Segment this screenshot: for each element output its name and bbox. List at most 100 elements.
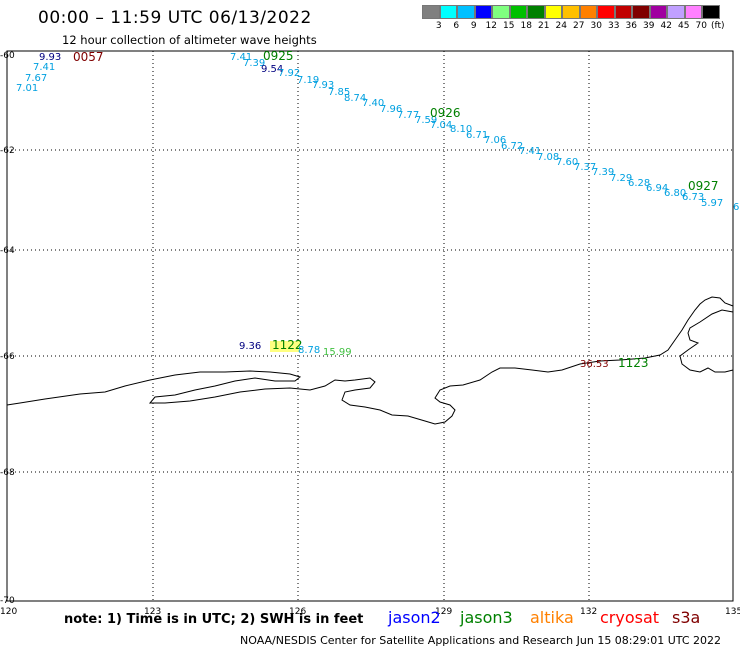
swh-value: 7.93 — [312, 80, 334, 91]
satellite-altika: altika — [530, 608, 574, 627]
coastline — [6, 296, 734, 425]
scale-label: 21 — [538, 21, 550, 31]
scale-swatch — [474, 5, 492, 19]
swh-value: 9.36 — [239, 341, 261, 352]
scale-swatch — [544, 5, 562, 19]
swh-value: 8.74 — [344, 93, 366, 104]
pass-time-label: 0057 — [73, 50, 104, 64]
pass-time-label: 0926 — [430, 106, 461, 120]
satellite-jason3: jason3 — [460, 608, 513, 627]
swh-value: 6.73 — [682, 192, 704, 203]
swh-value: 9.93 — [39, 52, 61, 63]
swh-value: 7.29 — [610, 173, 632, 184]
swh-value: 7.85 — [328, 87, 350, 98]
scale-label: 42 — [660, 21, 672, 31]
scale-swatch — [614, 5, 632, 19]
scale-label: 12 — [485, 21, 497, 31]
swh-value: 6.94 — [646, 183, 668, 194]
swh-value: 7.39 — [243, 58, 265, 69]
lat-lon-grid: 120 123 126 129 132 135-60-62-64-66-68-70 — [0, 51, 740, 617]
scale-label: 39 — [643, 21, 655, 31]
map-frame — [6, 50, 734, 602]
lon-label: 120 — [0, 607, 17, 617]
scale-label: 9 — [470, 21, 477, 31]
highlight-box — [270, 341, 300, 352]
swh-value: 6.28 — [628, 178, 650, 189]
satellite-s3a: s3a — [672, 608, 701, 627]
credit-line: NOAA/NESDIS Center for Satellite Applica… — [240, 634, 722, 647]
scale-swatch — [509, 5, 527, 19]
pass-time-label: 1123 — [618, 356, 649, 370]
swh-value: 7.19 — [297, 75, 319, 86]
swh-value: 7.08 — [537, 152, 559, 163]
lon-label: 129 — [435, 607, 452, 617]
scale-swatch — [684, 5, 702, 19]
scale-label: 18 — [520, 21, 532, 31]
swh-value: 7.04 — [430, 120, 452, 131]
pass-time-label: 0927 — [688, 179, 719, 193]
scale-swatch — [457, 5, 475, 19]
scale-label: 24 — [555, 21, 567, 31]
swh-value: 7.41 — [33, 62, 55, 73]
swh-value: 7.60 — [556, 157, 578, 168]
pass-time-label: 1122 — [272, 338, 303, 352]
scale-swatch — [579, 5, 597, 19]
scale-label: 27 — [573, 21, 585, 31]
map-title: 00:00 – 11:59 UTC 06/13/2022 — [38, 8, 312, 28]
scale-swatch — [439, 5, 457, 19]
lon-label: 132 — [580, 607, 597, 617]
swh-value: 6.72 — [501, 141, 523, 152]
pass-time-label: 0925 — [263, 49, 294, 63]
swh-value: 7.41 — [230, 52, 252, 63]
lon-label: 126 — [289, 607, 306, 617]
swh-value: 7.67 — [25, 73, 47, 84]
swh-value: 6 — [733, 202, 739, 213]
swh-value: 7.41 — [519, 146, 541, 157]
scale-swatch — [597, 5, 615, 19]
scale-swatch — [422, 5, 440, 19]
scale-label: 45 — [678, 21, 690, 31]
swh-value: 5.97 — [701, 198, 723, 209]
swh-value: 7.40 — [362, 98, 384, 109]
swh-value: 7.92 — [278, 68, 300, 79]
scale-swatch — [527, 5, 545, 19]
swh-value: 7.77 — [397, 110, 419, 121]
scale-label: 33 — [608, 21, 620, 31]
swh-value: 8.10 — [450, 124, 472, 135]
color-scale — [422, 5, 720, 19]
scale-swatch — [702, 5, 720, 19]
lon-label: 135 — [725, 607, 740, 617]
scale-label: 3 — [435, 21, 442, 31]
swh-value: 7.01 — [16, 83, 38, 94]
lon-label: 123 — [144, 607, 161, 617]
swh-value: 15.99 — [323, 347, 352, 358]
scale-swatch — [649, 5, 667, 19]
scale-swatch — [632, 5, 650, 19]
satellite-jason2: jason2 — [388, 608, 441, 627]
swh-value: 7.39 — [592, 167, 614, 178]
swh-value: 7.37 — [574, 162, 596, 173]
observations: 00579.937.417.677.0109257.417.399.547.92… — [16, 49, 739, 370]
scale-label: 36 — [625, 21, 637, 31]
swh-value: 7.59 — [415, 115, 437, 126]
swh-value: 6.71 — [466, 130, 488, 141]
swh-value: 6.80 — [664, 188, 686, 199]
swh-value: 9.54 — [261, 64, 283, 75]
scale-label: 70 — [695, 21, 707, 31]
swh-value: 36.53 — [580, 359, 609, 370]
swh-value: 7.96 — [380, 104, 402, 115]
scale-swatch — [667, 5, 685, 19]
scale-label: 30 — [590, 21, 602, 31]
scale-label: 15 — [503, 21, 515, 31]
scale-swatch — [492, 5, 510, 19]
footer-note: note: 1) Time is in UTC; 2) SWH is in fe… — [64, 612, 364, 627]
scale-unit: (ft) — [711, 21, 725, 31]
map-subtitle: 12 hour collection of altimeter wave hei… — [62, 33, 317, 47]
swh-value: 8.78 — [298, 345, 320, 356]
scale-swatch — [562, 5, 580, 19]
color-scale-labels: 3 6 9 12 15 18 21 24 27 30 33 36 39 42 45 70 — [422, 21, 710, 31]
swh-value: 7.06 — [484, 135, 506, 146]
scale-label: 6 — [453, 21, 460, 31]
satellite-cryosat: cryosat — [600, 608, 660, 627]
